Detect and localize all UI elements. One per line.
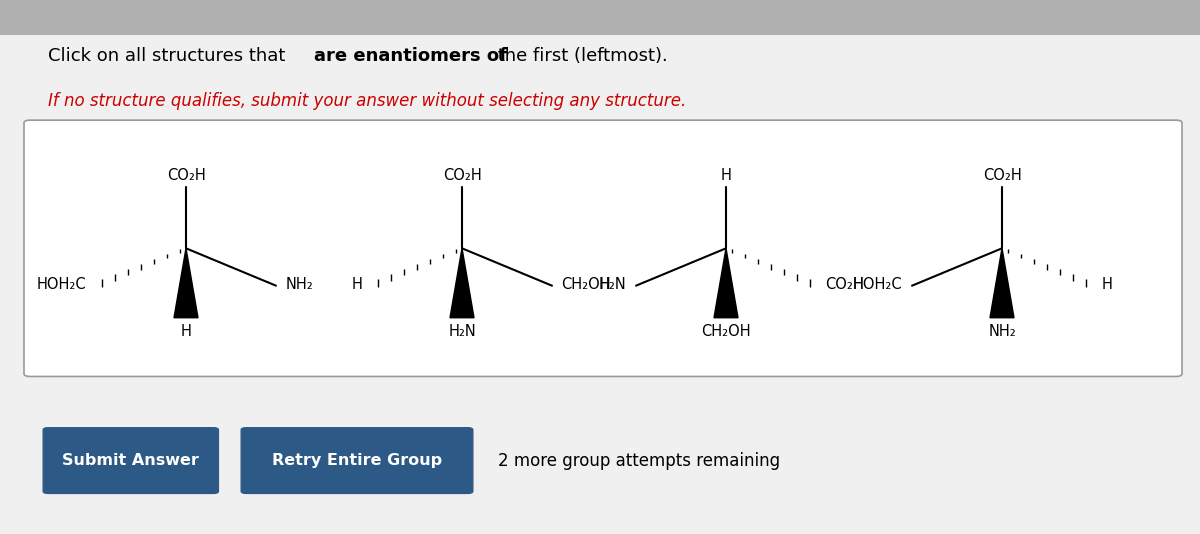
Text: 2 more group attempts remaining: 2 more group attempts remaining <box>498 452 780 469</box>
Text: CO₂H: CO₂H <box>983 168 1021 183</box>
Bar <box>0 0 1200 35</box>
Text: CO₂H: CO₂H <box>443 168 481 183</box>
Polygon shape <box>990 248 1014 318</box>
Text: H: H <box>1102 277 1112 292</box>
Text: NH₂: NH₂ <box>988 324 1016 339</box>
Text: H: H <box>180 324 192 339</box>
Text: CH₂OH: CH₂OH <box>701 324 751 339</box>
Text: the first (leftmost).: the first (leftmost). <box>492 47 667 65</box>
Text: Retry Entire Group: Retry Entire Group <box>272 453 442 468</box>
Text: HOH₂C: HOH₂C <box>853 277 902 292</box>
Text: H₂N: H₂N <box>599 277 626 292</box>
Text: If no structure qualifies, submit your answer without selecting any structure.: If no structure qualifies, submit your a… <box>48 92 686 111</box>
Polygon shape <box>450 248 474 318</box>
Text: CO₂H: CO₂H <box>167 168 205 183</box>
Polygon shape <box>714 248 738 318</box>
FancyBboxPatch shape <box>241 428 473 493</box>
Text: CH₂OH: CH₂OH <box>562 277 611 292</box>
Text: H₂N: H₂N <box>448 324 476 339</box>
Text: are enantiomers of: are enantiomers of <box>314 47 508 65</box>
Text: H: H <box>352 277 362 292</box>
FancyBboxPatch shape <box>24 120 1182 376</box>
Text: Click on all structures that: Click on all structures that <box>48 47 292 65</box>
Polygon shape <box>174 248 198 318</box>
Text: CO₂H: CO₂H <box>826 277 864 292</box>
Text: H: H <box>720 168 732 183</box>
Text: NH₂: NH₂ <box>286 277 313 292</box>
FancyBboxPatch shape <box>43 428 218 493</box>
Text: Submit Answer: Submit Answer <box>62 453 199 468</box>
Text: HOH₂C: HOH₂C <box>37 277 86 292</box>
